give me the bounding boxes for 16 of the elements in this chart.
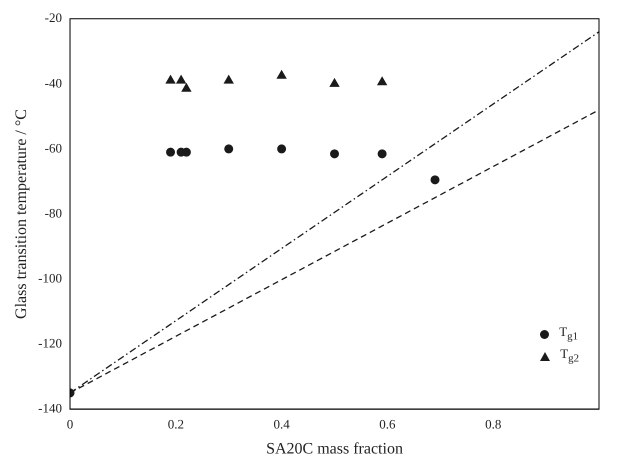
- legend-label: T$_{g1}$: [559, 322, 578, 344]
- y-tick-label: -100: [38, 270, 62, 286]
- x-tick-label: 0.8: [485, 416, 502, 432]
- y-tick-label: -140: [38, 400, 62, 416]
- x-tick-label: 0: [66, 416, 74, 432]
- legend-label: T$_{g2}$: [560, 345, 579, 367]
- y-axis-title: Glass transition temperature / °C: [12, 109, 30, 319]
- y-tick-label: -40: [44, 75, 62, 90]
- y-tick-label: -120: [38, 336, 62, 351]
- x-tick-label: 0.6: [379, 416, 396, 432]
- x-tick-label: 0.4: [273, 416, 290, 432]
- y-tick-label: -80: [44, 205, 62, 220]
- y-tick-label: -60: [44, 140, 62, 156]
- x-axis-title: SA20C mass fraction: [266, 440, 403, 458]
- y-tick-label: -20: [44, 10, 62, 26]
- x-tick-label: 0.2: [168, 416, 184, 432]
